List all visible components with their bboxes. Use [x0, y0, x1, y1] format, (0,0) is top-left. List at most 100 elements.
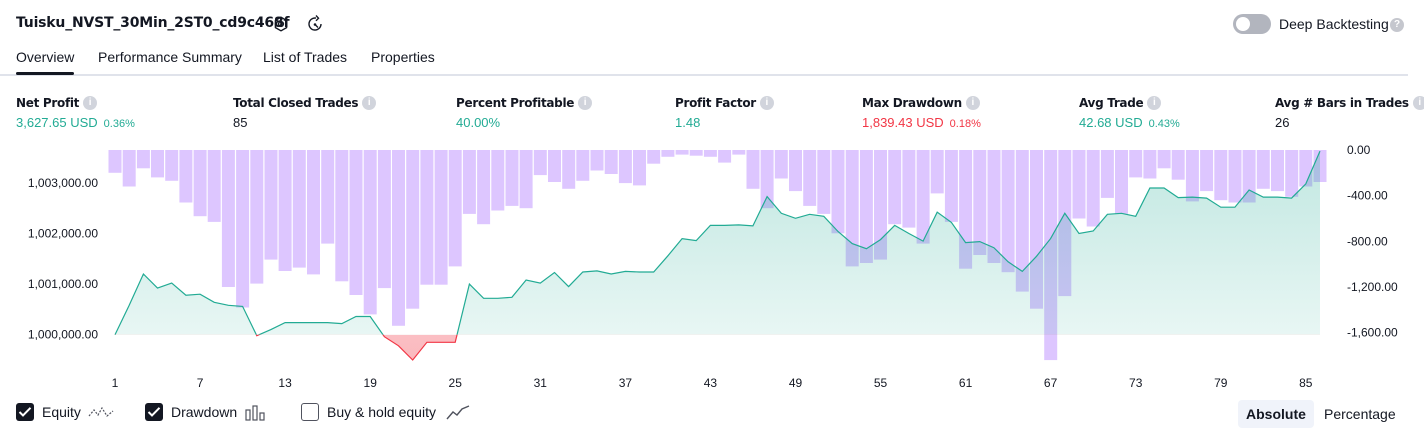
- metric-value: 40.00%: [456, 115, 500, 130]
- left-axis-tick: 1,002,000.00: [28, 227, 98, 241]
- drawdown-bar: [732, 150, 746, 155]
- drawdown-bar: [165, 150, 179, 181]
- percentage-button[interactable]: Percentage: [1324, 406, 1396, 422]
- metric-label: Max Drawdown: [862, 96, 962, 110]
- info-icon[interactable]: i: [965, 95, 980, 110]
- drawdown-bar: [987, 150, 1001, 263]
- strategy-title: Tuisku_NVST_30Min_2ST0_cd9c468f: [16, 15, 290, 31]
- x-axis-tick: 49: [789, 376, 803, 390]
- metric-total-closed-trades: Total Closed Trades i 85: [233, 94, 377, 130]
- tab-overview[interactable]: Overview: [16, 49, 75, 75]
- drawdown-bar: [789, 150, 802, 192]
- drawdown-bar: [760, 150, 774, 209]
- tab-list-of-trades[interactable]: List of Trades: [263, 49, 348, 65]
- bars-icon: [245, 405, 265, 421]
- metric-value-text: 42.68 USD: [1079, 115, 1143, 130]
- drawdown-bar: [519, 150, 533, 209]
- drawdown-bar: [902, 150, 916, 228]
- drawdown-bar: [462, 150, 476, 214]
- deep-backtesting-toggle[interactable]: [1233, 14, 1271, 34]
- info-icon[interactable]: i: [83, 95, 98, 110]
- metric-value: 42.68 USD 0.43%: [1079, 115, 1180, 130]
- info-icon[interactable]: i: [362, 95, 377, 110]
- right-axis: 0.00 -400.00 -800.00 -1,200.00 -1,600.00: [1347, 143, 1398, 340]
- legend-buy-hold[interactable]: Buy & hold equity: [301, 403, 476, 425]
- info-icon[interactable]: i: [1147, 95, 1162, 110]
- drawdown-bar: [1157, 150, 1171, 169]
- drawdown-bar: [307, 150, 320, 275]
- gear-icon[interactable]: [272, 15, 290, 33]
- equity-drawdown-chart[interactable]: 1,000,000.00 1,001,000.00 1,002,000.00 1,00…: [0, 140, 1424, 392]
- left-axis-tick: 1,001,000.00: [28, 277, 98, 291]
- legend-drawdown[interactable]: Drawdown: [145, 403, 275, 425]
- drawdown-bar: [576, 150, 590, 181]
- drawdown-bar: [434, 150, 448, 285]
- drawdown-bar: [448, 150, 462, 267]
- drawdown-bar: [108, 150, 122, 173]
- drawdown-bar: [321, 150, 335, 244]
- tab-performance-summary[interactable]: Performance Summary: [98, 49, 242, 65]
- drawdown-bar: [1271, 150, 1284, 192]
- equity-area-negative: [115, 334, 1320, 360]
- drawdown-bar: [1143, 150, 1157, 179]
- x-axis-tick: 37: [619, 376, 633, 390]
- equity-dashed-icon: [88, 406, 114, 417]
- drawdown-bar: [647, 150, 661, 164]
- drawdown-bar: [278, 150, 292, 271]
- drawdown-bar: [491, 150, 505, 211]
- metric-value-text: 85: [233, 115, 248, 130]
- x-axis-tick: 43: [704, 376, 718, 390]
- report-tabs: Overview Performance Summary List of Tra…: [0, 46, 1408, 76]
- drawdown-bar: [618, 150, 632, 184]
- info-icon[interactable]: i: [578, 95, 593, 110]
- info-icon[interactable]: i: [1412, 95, 1424, 110]
- drawdown-bar: [675, 150, 689, 155]
- buyhold-legend-label: Buy & hold equity: [327, 404, 436, 420]
- x-axis-tick: 67: [1044, 376, 1058, 390]
- metric-profit-factor: Profit Factor i 1.48: [675, 94, 774, 130]
- drawdown-bar: [1015, 150, 1029, 292]
- drawdown-bar: [1086, 150, 1100, 227]
- drawdown-bar: [1242, 150, 1256, 203]
- tab-properties[interactable]: Properties: [371, 49, 435, 65]
- drawdown-bar: [944, 150, 958, 222]
- drawdown-bar: [1185, 150, 1199, 202]
- metric-value: 1.48: [675, 115, 700, 130]
- absolute-button[interactable]: Absolute: [1238, 400, 1314, 428]
- equity-checkbox[interactable]: [16, 403, 34, 421]
- drawdown-bar: [1129, 150, 1143, 178]
- compare-icon[interactable]: [305, 14, 325, 34]
- deep-backtesting-label: Deep Backtesting: [1279, 16, 1389, 32]
- info-icon[interactable]: i: [759, 95, 774, 110]
- x-axis-tick: 61: [959, 376, 973, 390]
- drawdown-bar: [803, 150, 817, 206]
- drawdown-bar: [633, 150, 646, 186]
- metric-percent-profitable: Percent Profitable i 40.00%: [456, 94, 593, 130]
- equity-legend-label: Equity: [42, 404, 81, 420]
- drawdown-bar: [916, 150, 930, 244]
- metric-label: Avg # Bars in Trades: [1275, 96, 1409, 110]
- drawdown-bar: [831, 150, 845, 234]
- drawdown-bar: [335, 150, 349, 282]
- drawdown-bar: [1256, 150, 1270, 189]
- drawdown-bar: [1200, 150, 1214, 192]
- drawdown-bar: [661, 150, 675, 157]
- drawdown-legend-label: Drawdown: [171, 404, 238, 420]
- metric-label: Total Closed Trades: [233, 96, 359, 110]
- drawdown-bar: [221, 150, 235, 287]
- drawdown-checkbox[interactable]: [145, 403, 163, 421]
- drawdown-bar: [349, 150, 363, 295]
- drawdown-bar: [1228, 150, 1242, 203]
- help-icon[interactable]: ?: [1390, 18, 1404, 32]
- drawdown-bar: [151, 150, 164, 178]
- drawdown-bar: [136, 150, 150, 169]
- right-axis-tick: -1,200.00: [1347, 280, 1398, 294]
- strategy-header: Tuisku_NVST_30Min_2ST0_cd9c468f Deep Bac…: [0, 0, 1424, 46]
- drawdown-bar: [874, 150, 887, 260]
- legend-equity[interactable]: Equity: [16, 403, 126, 425]
- drawdown-bar: [930, 150, 944, 194]
- x-axis-tick: 79: [1214, 376, 1228, 390]
- drawdown-bar: [590, 150, 604, 171]
- buyhold-checkbox[interactable]: [301, 403, 319, 421]
- drawdown-bar: [264, 150, 278, 260]
